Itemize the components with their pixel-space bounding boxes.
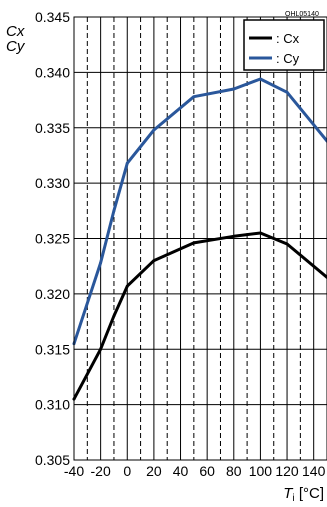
y-tick-label: 0.345 xyxy=(35,9,70,25)
y-tick-label: 0.330 xyxy=(35,175,70,191)
y-tick-label: 0.335 xyxy=(35,120,70,136)
x-tick-label: -20 xyxy=(91,463,111,479)
y-tick-labels: 0.345 0.340 0.335 0.330 0.325 0.320 0.315 0.310… xyxy=(35,9,70,468)
x-tick-label: 80 xyxy=(226,463,242,479)
data-point-cy xyxy=(112,209,116,213)
y-tick-label: 0.340 xyxy=(35,64,70,80)
legend-box xyxy=(243,19,325,71)
y-tick-label: 0.320 xyxy=(35,286,70,302)
data-point-cy xyxy=(99,261,103,265)
data-point-cy xyxy=(152,128,156,132)
x-tick-label: 140 xyxy=(302,463,326,479)
legend: : Cx : Cy xyxy=(243,19,325,71)
series-line-cx xyxy=(72,231,327,401)
y-tick-label: 0.310 xyxy=(35,397,70,413)
x-tick-label: 100 xyxy=(249,463,273,479)
x-tick-labels: -40 -20 0 20 40 60 80 100 120 140 xyxy=(64,463,326,479)
x-tick-label: 20 xyxy=(146,463,162,479)
x-tick-label: 0 xyxy=(123,463,131,479)
y-axis-label-cx: Cx xyxy=(6,23,25,40)
series-line-cy xyxy=(72,77,327,346)
y-tick-label: 0.325 xyxy=(35,231,70,247)
data-point-cy xyxy=(192,95,196,99)
x-axis-label: Ti [°C] xyxy=(283,485,324,504)
data-point-cx xyxy=(125,284,129,288)
data-point-cx xyxy=(99,347,103,351)
data-point-cx xyxy=(232,234,236,238)
y-tick-label: 0.315 xyxy=(35,341,70,357)
data-point-cx xyxy=(259,231,262,235)
data-point-cy xyxy=(259,77,262,81)
grid xyxy=(73,16,327,461)
legend-label-cx: : Cx xyxy=(276,31,300,46)
x-tick-label: 60 xyxy=(199,463,215,479)
data-point-cy xyxy=(125,161,129,165)
x-axis-label-symbol: T xyxy=(283,485,294,502)
x-tick-label: 40 xyxy=(173,463,189,479)
data-point-cy xyxy=(232,87,236,91)
x-axis-label-subscript: i xyxy=(292,493,294,504)
x-axis-label-unit: [°C] xyxy=(295,485,324,502)
legend-label-cy: : Cy xyxy=(276,51,300,66)
data-point-cx xyxy=(192,241,196,245)
figure-code: OHL05140 xyxy=(285,11,319,18)
series-layer xyxy=(72,77,327,401)
data-point-cy xyxy=(285,90,289,94)
data-point-cx xyxy=(112,314,116,318)
x-tick-label: -40 xyxy=(64,463,84,479)
x-tick-label: 120 xyxy=(275,463,299,479)
y-axis-label-cy: Cy xyxy=(6,38,25,55)
data-point-cx xyxy=(285,242,289,246)
data-point-cx xyxy=(152,259,156,263)
y-tick-label: 0.305 xyxy=(35,452,70,468)
plot-frame xyxy=(73,16,327,461)
